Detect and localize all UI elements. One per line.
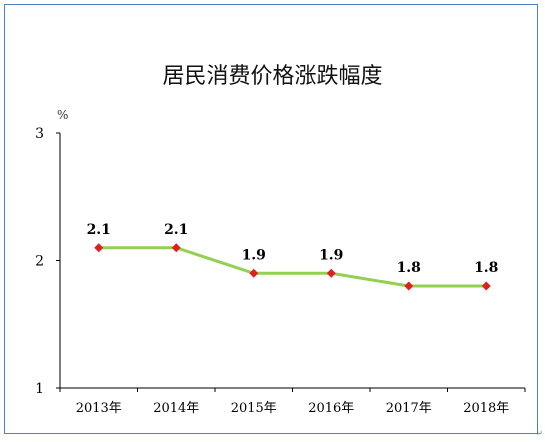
y-tick-label: 3	[35, 126, 44, 142]
x-category-labels: 2013年 2014年 2015年 2016年 2017年 2018年	[59, 388, 526, 416]
data-label: 1.9	[319, 247, 343, 263]
data-label: 2.1	[164, 222, 188, 238]
x-category-label: 2017年	[386, 401, 432, 416]
x-category-label: 2013年	[76, 401, 122, 416]
data-point-marker	[94, 243, 104, 253]
y-ticks: 1 2 3	[35, 126, 60, 397]
x-category-label: 2015年	[231, 401, 277, 416]
axes	[59, 133, 525, 389]
series-line	[98, 246, 487, 288]
y-tick-label: 2	[35, 254, 44, 270]
x-category-label: 2014年	[153, 401, 199, 416]
data-point-marker	[171, 243, 181, 253]
chart-frame	[4, 4, 538, 434]
data-points	[94, 243, 491, 291]
y-unit-label: %	[57, 108, 69, 122]
data-label: 2.1	[87, 222, 111, 238]
corner-mark: ↵	[536, 429, 543, 438]
data-point-marker	[326, 268, 336, 278]
y-tick-label: 1	[35, 381, 44, 397]
data-point-marker	[481, 281, 491, 291]
x-category-label: 2018年	[463, 401, 509, 416]
data-label: 1.8	[397, 260, 421, 276]
data-point-marker	[404, 281, 414, 291]
data-label: 1.9	[242, 247, 266, 263]
series-polyline	[98, 246, 487, 288]
data-labels: 2.1 2.1 1.9 1.9 1.8 1.8	[87, 222, 499, 276]
data-label: 1.8	[474, 260, 498, 276]
data-point-marker	[249, 268, 259, 278]
chart-title: 居民消费价格涨跌幅度	[162, 64, 383, 89]
x-category-label: 2016年	[308, 401, 354, 416]
